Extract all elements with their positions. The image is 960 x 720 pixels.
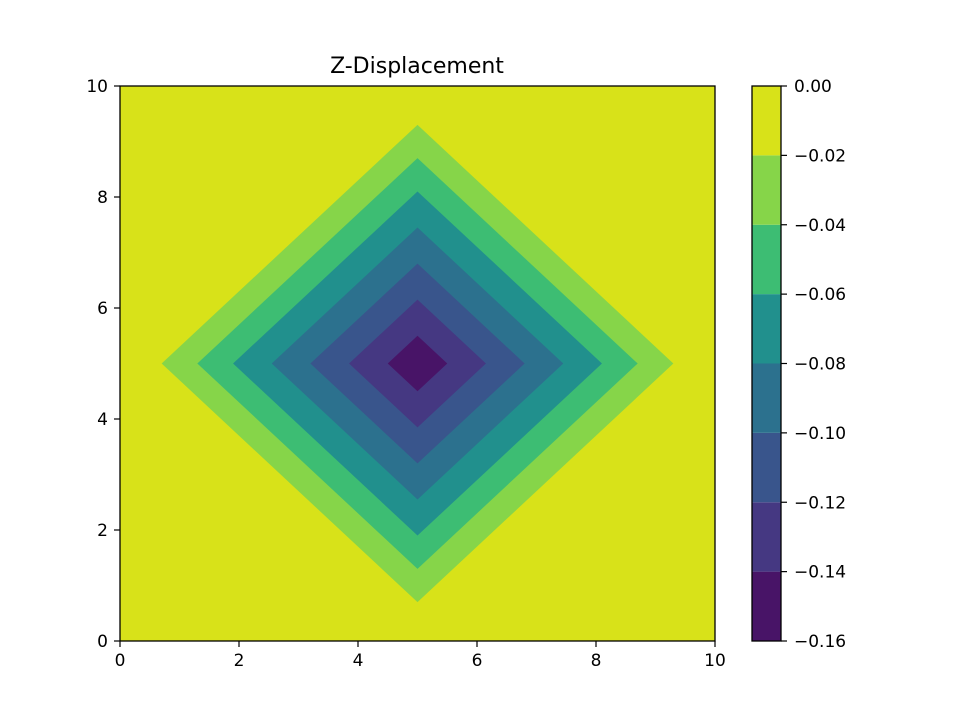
colorbar-tick-label: 0.00 [794,77,832,97]
chart-title: Z-Displacement [330,54,504,79]
y-axis: 0 2 4 6 8 10 [86,77,120,652]
colorbar-segment [752,294,781,364]
y-tick-label: 6 [97,299,108,319]
colorbar-segment [752,571,781,641]
y-tick-label: 10 [86,77,108,97]
x-tick-label: 6 [472,651,483,671]
y-tick-label: 2 [97,521,108,541]
colorbar-segment [752,432,781,503]
colorbar-tick-label: −0.10 [794,424,846,444]
x-tick-label: 8 [591,651,602,671]
colorbar-segment [752,502,781,572]
contour-band-1 [387,335,448,392]
colorbar-segment [752,86,781,156]
colorbar-tick-label: −0.08 [794,355,846,375]
y-tick-label: 4 [97,410,108,430]
colorbar: 0.00 −0.02 −0.04 −0.06 −0.08 −0.10 −0.12 −0.14 −… [751,77,846,652]
colorbar-segment [752,155,781,225]
x-axis: 0 2 4 6 8 10 [115,641,726,671]
colorbar-tick-label: −0.02 [794,146,846,166]
colorbar-tick-label: −0.06 [794,285,846,305]
colorbar-tick-label: −0.04 [794,216,846,236]
colorbar-segment [752,224,781,295]
plot-frame [119,85,716,642]
x-tick-label: 0 [115,651,126,671]
x-tick-label: 4 [353,651,364,671]
x-tick-label: 2 [234,651,245,671]
y-tick-label: 8 [97,188,108,208]
y-tick-label: 0 [97,632,108,652]
colorbar-tick-label: −0.12 [794,493,846,513]
colorbar-tick-label: −0.14 [794,563,846,583]
x-tick-label: 10 [704,651,726,671]
colorbar-segment [752,363,781,433]
colorbar-tick-label: −0.16 [794,632,846,652]
